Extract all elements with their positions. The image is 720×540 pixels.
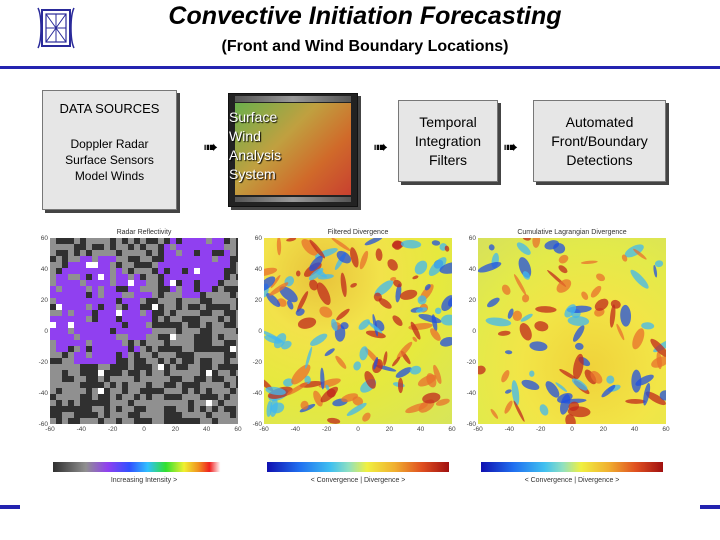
y-tick-label: 0 xyxy=(472,328,476,335)
x-tick-label: 0 xyxy=(356,426,360,433)
wind-analysis-image xyxy=(235,103,351,195)
wind-analysis-line: Surface xyxy=(229,109,278,125)
x-tick-label: -60 xyxy=(259,426,269,433)
automated-detections-label: Automated Front/Boundary Detections xyxy=(534,113,665,170)
x-tick-label: 0 xyxy=(570,426,574,433)
data-source-item: Model Winds xyxy=(74,169,145,183)
y-tick-label: -60 xyxy=(38,421,48,428)
filtered-divergence-image xyxy=(264,238,452,424)
y-tick-label: -20 xyxy=(466,359,476,366)
right-arrow-icon: ➠ xyxy=(373,137,389,157)
automated-line: Automated xyxy=(565,114,634,130)
cumulative-divergence-image xyxy=(478,238,666,424)
y-tick-label: -20 xyxy=(252,359,262,366)
cumulative-divergence-colorbar xyxy=(481,462,663,472)
x-tick-label: -20 xyxy=(535,426,546,433)
x-tick-label: 60 xyxy=(448,426,456,433)
y-tick-label: -60 xyxy=(252,421,262,428)
x-tick-label: 60 xyxy=(234,426,242,433)
y-tick-label: 0 xyxy=(258,328,262,335)
wind-analysis-box: Surface Wind Analysis System xyxy=(228,93,358,207)
divergence-colorbar-label: < Convergence | Divergence > xyxy=(310,477,406,484)
data-sources-heading: DATA SOURCES xyxy=(59,101,160,116)
x-tick-label: -40 xyxy=(504,426,515,433)
panel-title-filtered-divergence: Filtered Divergence xyxy=(327,229,389,236)
y-tick-label: 40 xyxy=(254,266,262,273)
temporal-integration-label: Temporal Integration Filters xyxy=(399,113,497,170)
y-tick-label: 40 xyxy=(40,266,48,273)
y-tick-label: 20 xyxy=(254,297,262,304)
data-source-item: Surface Sensors xyxy=(65,153,154,167)
wind-analysis-line: System xyxy=(229,166,276,182)
header-divider xyxy=(0,66,720,69)
x-tick-label: 0 xyxy=(142,426,146,433)
left-footer-tab xyxy=(0,505,20,509)
panel-title-reflectivity: Radar Reflectivity xyxy=(116,229,172,236)
divergence-colorbar xyxy=(267,462,449,472)
reflectivity-colorbar-label: Increasing Intensity > xyxy=(110,477,178,484)
wind-analysis-line: Wind xyxy=(229,128,261,144)
temporal-line: Integration xyxy=(414,133,482,149)
institution-seal-icon xyxy=(37,7,75,49)
y-tick-label: 60 xyxy=(40,235,48,242)
x-tick-label: 60 xyxy=(662,426,670,433)
wind-analysis-label: Surface Wind Analysis System xyxy=(229,108,357,184)
data-sources-box: DATA SOURCES Doppler Radar Surface Senso… xyxy=(42,90,177,210)
temporal-line: Filters xyxy=(428,152,468,168)
data-source-item: Doppler Radar xyxy=(70,137,149,151)
radar-reflectivity-image xyxy=(50,238,238,424)
x-tick-label: 20 xyxy=(385,426,393,433)
y-tick-label: 20 xyxy=(468,297,476,304)
automated-line: Front/Boundary xyxy=(551,133,648,149)
y-tick-label: -40 xyxy=(38,390,48,397)
y-tick-label: -20 xyxy=(38,359,48,366)
right-footer-tab xyxy=(700,505,720,509)
right-arrow-icon: ➠ xyxy=(503,137,519,157)
wind-image-footer xyxy=(235,197,351,202)
automated-detections-box: Automated Front/Boundary Detections xyxy=(533,100,666,182)
right-arrow-icon: ➠ xyxy=(203,137,219,157)
page-subtitle: (Front and Wind Boundary Locations) xyxy=(221,38,509,55)
x-tick-label: 20 xyxy=(171,426,179,433)
x-tick-label: -20 xyxy=(107,426,118,433)
y-tick-label: -40 xyxy=(252,390,262,397)
page-title: Convective Initiation Forecasting xyxy=(168,2,562,30)
reflectivity-colorbar xyxy=(53,462,235,472)
x-tick-label: -40 xyxy=(290,426,301,433)
data-sources-list: Doppler Radar Surface Sensors Model Wind… xyxy=(43,136,176,184)
temporal-integration-box: Temporal Integration Filters xyxy=(398,100,498,182)
cumulative-divergence-colorbar-label: < Convergence | Divergence > xyxy=(524,477,620,484)
temporal-line: Temporal xyxy=(419,114,477,130)
x-tick-label: -20 xyxy=(321,426,332,433)
x-tick-label: 40 xyxy=(417,426,425,433)
x-tick-label: 40 xyxy=(631,426,639,433)
y-tick-label: 20 xyxy=(40,297,48,304)
x-tick-label: -60 xyxy=(473,426,483,433)
wind-analysis-line: Analysis xyxy=(229,147,282,163)
x-tick-label: -60 xyxy=(45,426,55,433)
automated-line: Detections xyxy=(566,152,633,168)
y-tick-label: 60 xyxy=(254,235,262,242)
x-tick-label: -40 xyxy=(76,426,87,433)
y-tick-label: 60 xyxy=(468,235,476,242)
y-tick-label: 0 xyxy=(44,328,48,335)
y-tick-label: 40 xyxy=(468,266,476,273)
y-tick-label: -40 xyxy=(466,390,476,397)
x-tick-label: 40 xyxy=(203,426,211,433)
x-tick-label: 20 xyxy=(599,426,607,433)
panel-title-cumulative-divergence: Cumulative Lagrangian Divergence xyxy=(517,229,627,236)
y-tick-label: -60 xyxy=(466,421,476,428)
wind-image-toolbar xyxy=(235,96,351,102)
